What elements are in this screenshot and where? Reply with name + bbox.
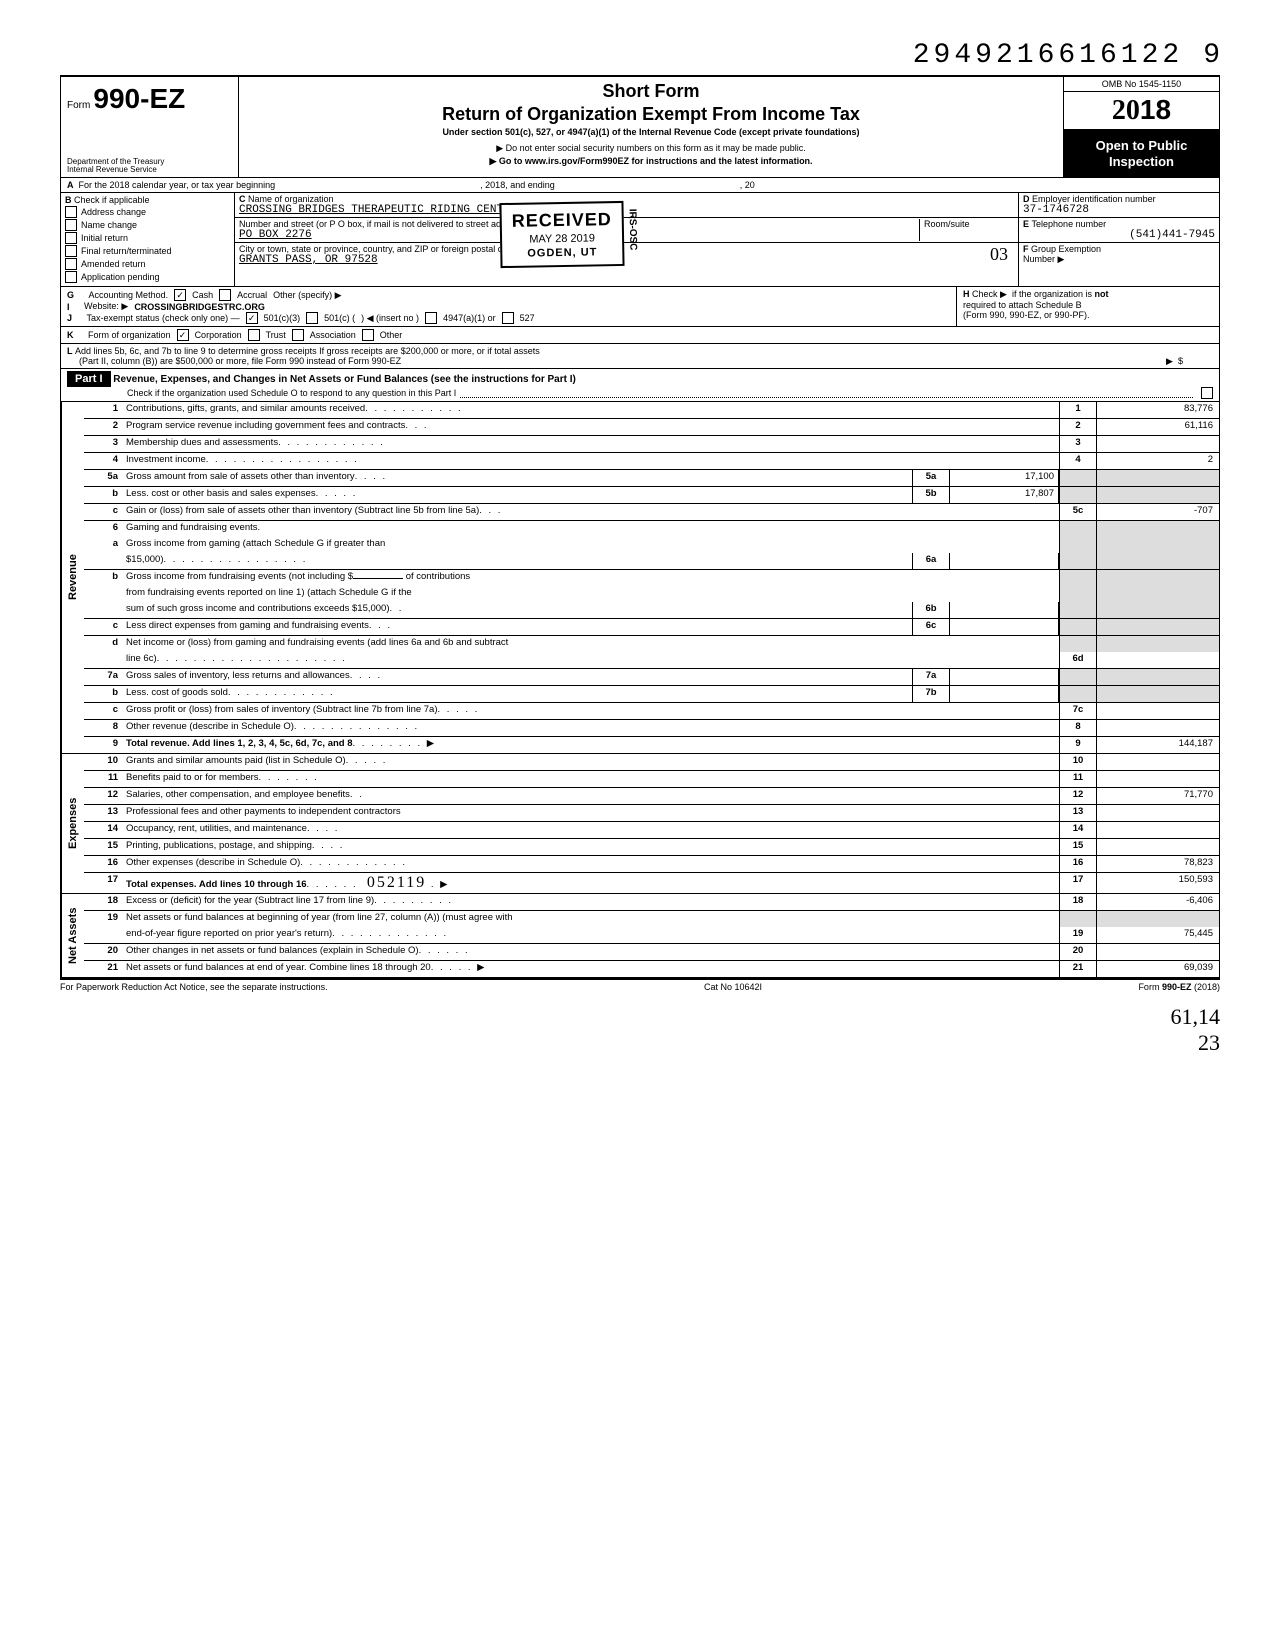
- part1-header: Part I Revenue, Expenses, and Changes in…: [60, 369, 1220, 402]
- schedule-o-check: Check if the organization used Schedule …: [67, 387, 1213, 399]
- org-street: PO BOX 2276: [239, 229, 312, 241]
- cb-schedule-o[interactable]: [1201, 387, 1213, 399]
- ein-value: 37-1746728: [1023, 204, 1089, 216]
- col-d-ein-tel: D Employer identification number 37-1746…: [1019, 193, 1219, 286]
- form-header: Form 990-EZ Department of the Treasury I…: [60, 75, 1220, 178]
- form-ref: Form 990-EZ (2018): [1138, 982, 1220, 992]
- paperwork-notice: For Paperwork Reduction Act Notice, see …: [60, 982, 328, 992]
- part1-label: Part I: [67, 371, 111, 387]
- cb-4947[interactable]: [425, 312, 437, 324]
- omb-number: OMB No 1545-1150: [1064, 77, 1219, 92]
- form-prefix: Form: [67, 100, 90, 111]
- received-stamp: RECEIVED MAY 28 2019 OGDEN, UT IRS-OSC: [499, 201, 624, 268]
- line19-value: 75,445: [1096, 927, 1219, 943]
- cb-trust[interactable]: [248, 329, 260, 341]
- line4-value: 2: [1096, 453, 1219, 469]
- cb-initial-return[interactable]: Initial return: [65, 232, 230, 244]
- line17-value: 150,593: [1096, 873, 1219, 893]
- line5c-value: -707: [1096, 504, 1219, 520]
- section-bcd: B Check if applicable Address change Nam…: [60, 193, 1220, 287]
- expenses-side-label: Expenses: [61, 754, 84, 893]
- net-assets-table: Net Assets 18Excess or (deficit) for the…: [60, 894, 1220, 978]
- line12-value: 71,770: [1096, 788, 1219, 804]
- page-footer: For Paperwork Reduction Act Notice, see …: [60, 978, 1220, 994]
- org-name: CROSSING BRIDGES THERAPEUTIC RIDING CENT…: [239, 204, 543, 216]
- row-k: K Form of organization Corporation Trust…: [60, 327, 1220, 344]
- revenue-side-label: Revenue: [61, 402, 84, 753]
- cb-name-change[interactable]: Name change: [65, 219, 230, 231]
- short-form-label: Short Form: [247, 81, 1055, 102]
- line5a-value: 17,100: [950, 470, 1059, 486]
- line16-value: 78,823: [1096, 856, 1219, 872]
- website-value: CROSSINGBRIDGESTRC.ORG: [134, 302, 265, 312]
- cb-address-change[interactable]: Address change: [65, 206, 230, 218]
- inspection-badge: Open to Public Inspection: [1064, 130, 1219, 177]
- row-a-tax-year: A For the 2018 calendar year, or tax yea…: [60, 178, 1220, 193]
- cb-application-pending[interactable]: Application pending: [65, 271, 230, 283]
- cb-final-return[interactable]: Final return/terminated: [65, 245, 230, 257]
- row-l: L Add lines 5b, 6c, and 7b to line 9 to …: [60, 344, 1220, 369]
- dln-number: 29492166161229: [60, 40, 1220, 71]
- handwritten-03: 03: [990, 244, 1008, 266]
- header-right-block: OMB No 1545-1150 2018 Open to Public Ins…: [1064, 77, 1219, 177]
- cb-association[interactable]: [292, 329, 304, 341]
- form-id-block: Form 990-EZ Department of the Treasury I…: [61, 77, 239, 177]
- cat-number: Cat No 10642I: [704, 982, 762, 992]
- line9-value: 144,187: [1096, 737, 1219, 753]
- line18-value: -6,406: [1096, 894, 1219, 910]
- cb-501c[interactable]: [306, 312, 318, 324]
- ssn-notice: ▶ Do not enter social security numbers o…: [247, 143, 1055, 154]
- expenses-table: Expenses 10Grants and similar amounts pa…: [60, 754, 1220, 894]
- room-suite-label: Room/suite: [919, 219, 1014, 241]
- line1-value: 83,776: [1096, 402, 1219, 418]
- return-title: Return of Organization Exempt From Incom…: [247, 104, 1055, 125]
- goto-url: ▶ Go to www.irs.gov/Form990EZ for instru…: [247, 156, 1055, 167]
- stamp-side: IRS-OSC: [627, 209, 639, 251]
- line21-value: 69,039: [1096, 961, 1219, 977]
- line5b-value: 17,807: [950, 487, 1059, 503]
- revenue-table: Revenue 1Contributions, gifts, grants, a…: [60, 402, 1220, 754]
- net-assets-side-label: Net Assets: [61, 894, 84, 977]
- cb-corporation[interactable]: [177, 329, 189, 341]
- form-title-block: Short Form Return of Organization Exempt…: [239, 77, 1064, 177]
- col-b-checkboxes: B Check if applicable Address change Nam…: [61, 193, 235, 286]
- cb-accrual[interactable]: [219, 289, 231, 301]
- cb-amended-return[interactable]: Amended return: [65, 258, 230, 270]
- telephone-value: (541)441-7945: [1023, 229, 1215, 241]
- tax-year: 2018: [1064, 92, 1219, 130]
- row-gh: G Accounting Method. Cash Accrual Other …: [60, 287, 1220, 327]
- handwritten-notes: 61,14 23: [60, 1004, 1220, 1056]
- department-label: Department of the Treasury Internal Reve…: [67, 158, 232, 176]
- cb-501c3[interactable]: [246, 312, 258, 324]
- org-city: GRANTS PASS, OR 97528: [239, 254, 378, 266]
- cb-other-org[interactable]: [362, 329, 374, 341]
- line2-value: 61,116: [1096, 419, 1219, 435]
- under-section: Under section 501(c), 527, or 4947(a)(1)…: [247, 127, 1055, 137]
- cb-527[interactable]: [502, 312, 514, 324]
- form-number: 990-EZ: [93, 83, 185, 114]
- cb-cash[interactable]: [174, 289, 186, 301]
